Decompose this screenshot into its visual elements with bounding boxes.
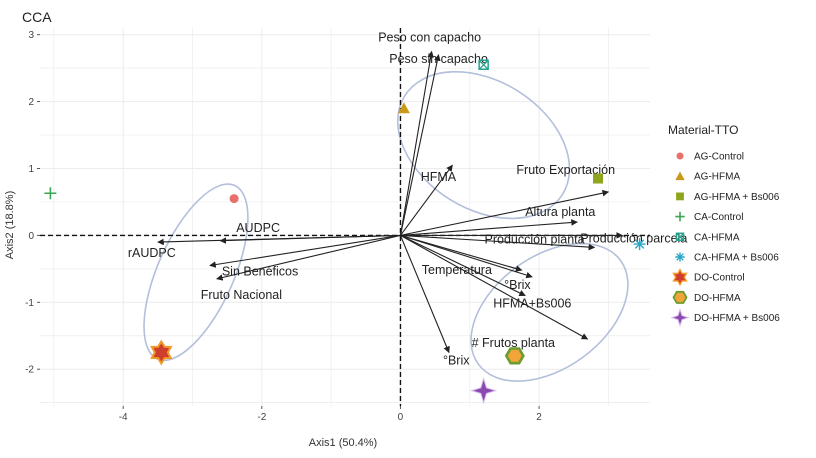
arrow-raudpc (157, 234, 401, 246)
legend-label: DO-HFMA + Bs006 (694, 313, 780, 324)
arrow-peso-sin-capacho (399, 54, 441, 236)
legend-label: CA-HFMA + Bs006 (694, 253, 779, 264)
legend-key-ag-hfma-bs006 (676, 192, 684, 201)
legend-key-do-hfma-bs006 (670, 308, 690, 328)
arrow-label: Altura planta (525, 205, 595, 219)
point-ag-hfma-bs006 (593, 173, 604, 184)
legend-label: AG-Control (694, 152, 744, 163)
legend-label: CA-HFMA (694, 232, 740, 243)
x-tick-label: -2 (257, 412, 266, 423)
arrow-fruto-exportaci-n (400, 189, 610, 236)
chart-title: CCA (22, 9, 52, 25)
arrow-fruto-nacional (216, 234, 401, 281)
point-ca-control (44, 187, 57, 200)
x-tick-label: 0 (398, 412, 404, 423)
arrow--brix (400, 234, 533, 279)
variable-arrows: Peso con capacho Peso sin capacho HFMA Frut… (128, 30, 687, 367)
y-tick-label: 2 (28, 97, 34, 108)
legend-key-ca-hfma-bs006 (675, 252, 685, 262)
arrow--brix (399, 235, 450, 354)
point-ag-hfma (397, 102, 410, 114)
point-ca-hfma-bs006 (633, 238, 646, 251)
sample-points (44, 59, 646, 405)
legend-key-ag-hfma (675, 171, 685, 181)
legend-key-ag-control (676, 152, 684, 160)
x-axis-title: Axis1 (50.4%) (309, 437, 377, 449)
x-tick-label: -4 (119, 412, 128, 423)
arrow-label: Fruto Nacional (201, 288, 282, 302)
legend-title: Material-TTO (668, 123, 738, 137)
arrow-label: HFMA (421, 170, 457, 184)
legend-key-do-hfma (672, 290, 688, 304)
y-tick-label: -2 (25, 365, 34, 376)
legend-label: AG-HFMA (694, 172, 740, 183)
arrow-label: # Frutos planta (472, 336, 555, 350)
plot-panel (40, 28, 650, 406)
legend-label: CA-Control (694, 212, 743, 223)
legend: Material-TTO AG-Control AG-HFMA AG-HFMA + … (668, 123, 780, 328)
legend-key-do-control (672, 268, 688, 287)
arrow-label: °Brix (443, 353, 470, 367)
legend-label: AG-HFMA + Bs006 (694, 192, 780, 203)
arrow-label: Temperatura (422, 263, 492, 277)
arrow-peso-con-capacho (399, 50, 434, 236)
arrow-label: Producción parcela (580, 231, 687, 245)
arrow-label: rAUDPC (128, 246, 176, 260)
arrow-label: Peso con capacho (378, 30, 481, 44)
arrow-hfma (400, 164, 453, 236)
point-ag-control (229, 194, 239, 204)
y-tick-label: 3 (28, 30, 34, 41)
axis-ticks: -4 -2 0 2 -2 -1 0 1 2 3 (25, 30, 542, 423)
point-do-hfma-bs006 (469, 376, 498, 405)
point-do-hfma (504, 347, 525, 365)
legend-key-ca-hfma (675, 232, 685, 242)
arrow-producci-n-planta (400, 234, 596, 251)
y-tick-label: 1 (28, 164, 34, 175)
point-ca-hfma (478, 59, 489, 71)
arrow--frutos-planta (400, 234, 589, 340)
arrow-label: °Brix (504, 278, 531, 292)
legend-key-ca-control (675, 211, 685, 222)
arrow-hfma-bs006 (400, 234, 526, 297)
y-tick-label: -1 (25, 298, 34, 309)
x-tick-label: 2 (536, 412, 542, 423)
arrow-altura-planta (400, 219, 578, 236)
arrow-label: HFMA+Bs006 (493, 297, 571, 311)
arrow-label: Producción planta (485, 232, 585, 246)
arrow-label: Sin Benéficos (222, 265, 298, 279)
y-tick-label: 0 (28, 231, 34, 242)
arrow-label: Peso sin capacho (389, 52, 488, 66)
arrow-label: Fruto Exportación (516, 163, 615, 177)
legend-label: DO-Control (694, 273, 745, 284)
ellipse-top-group (396, 70, 571, 220)
arrow-sin-ben-ficos (209, 234, 401, 268)
arrow-label: AUDPC (236, 221, 280, 235)
point-do-control (150, 339, 173, 366)
legend-label: DO-HFMA (694, 293, 741, 304)
y-axis-title: Axis2 (18.8%) (4, 191, 16, 259)
